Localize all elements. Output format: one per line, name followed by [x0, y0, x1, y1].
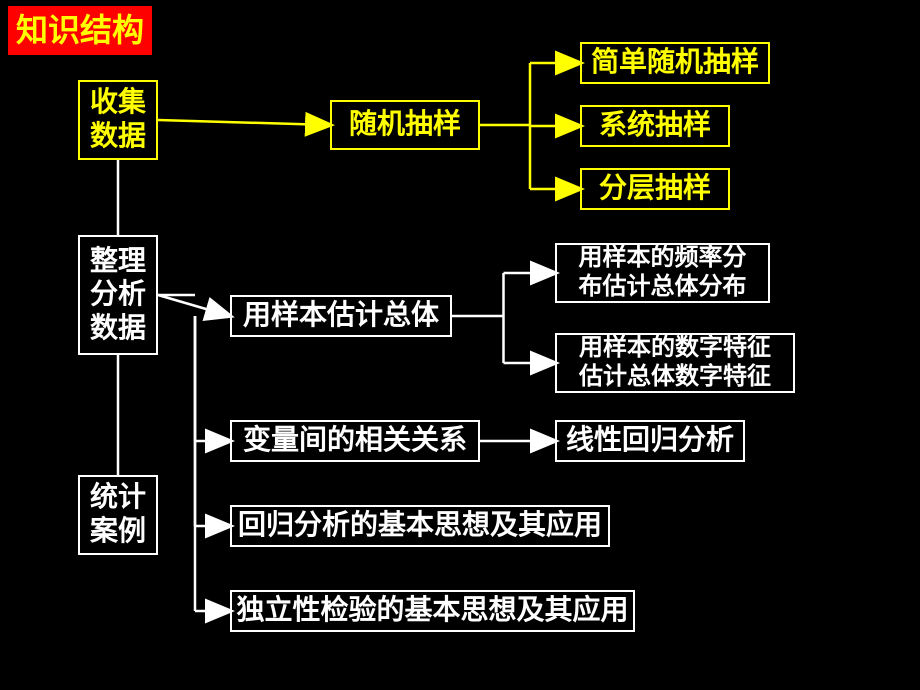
node-freq: 用样本的频率分布估计总体分布	[555, 243, 770, 303]
node-simple: 简单随机抽样	[580, 42, 770, 84]
node-linreg: 线性回归分析	[555, 420, 745, 462]
node-char: 用样本的数字特征估计总体数字特征	[555, 333, 795, 393]
node-collect: 收集数据	[78, 80, 158, 160]
node-cases: 统计案例	[78, 475, 158, 555]
node-system: 系统抽样	[580, 105, 730, 147]
node-corr: 变量间的相关关系	[230, 420, 480, 462]
node-regidea: 回归分析的基本思想及其应用	[230, 505, 610, 547]
node-random: 随机抽样	[330, 100, 480, 150]
title-badge: 知识结构	[8, 6, 152, 55]
node-strat: 分层抽样	[580, 168, 730, 210]
node-estimate: 用样本估计总体	[230, 295, 452, 337]
node-indep: 独立性检验的基本思想及其应用	[230, 590, 635, 632]
node-analyze: 整理分析数据	[78, 235, 158, 355]
